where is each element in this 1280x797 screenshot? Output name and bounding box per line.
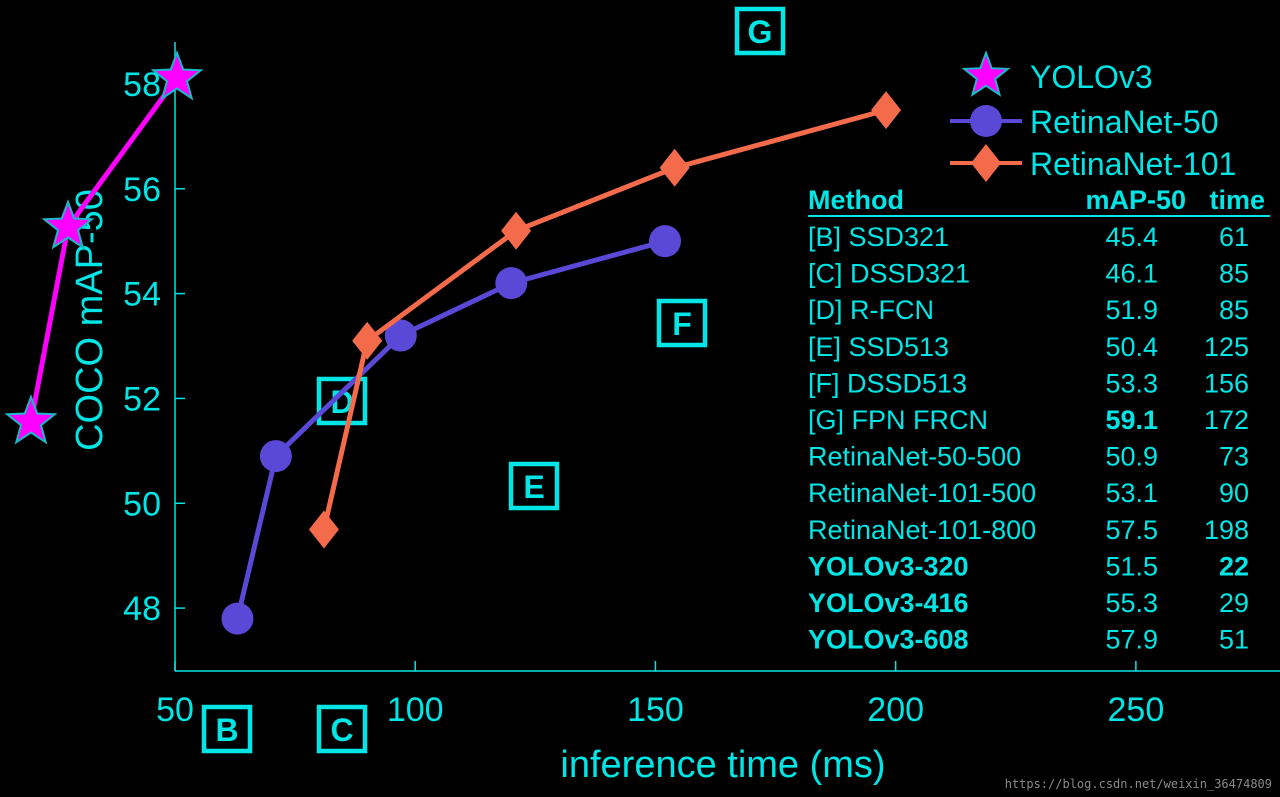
legend-marker-yolov3 — [961, 50, 1011, 97]
method-box-label-b: B — [215, 712, 238, 748]
table-cell-map: 57.5 — [1105, 515, 1158, 545]
table-cell-method: [C] DSSD321 — [808, 259, 970, 289]
data-point-retinanet-101 — [659, 148, 690, 187]
table-cell-map: 53.1 — [1105, 478, 1158, 508]
y-tick-label: 52 — [123, 380, 161, 418]
table-cell-method: YOLOv3-416 — [808, 588, 969, 618]
table-cell-time: 85 — [1219, 295, 1249, 325]
table-cell-map: 50.4 — [1105, 332, 1158, 362]
table-cell-map: 46.1 — [1105, 259, 1158, 289]
legend-marker-retinanet-101 — [971, 144, 1001, 182]
data-point-retinanet-101 — [501, 211, 532, 250]
table-cell-time: 172 — [1204, 405, 1249, 435]
table-cell-time: 73 — [1219, 442, 1249, 472]
data-point-yolov3 — [4, 394, 58, 445]
method-box-f — [656, 298, 708, 348]
method-box-c — [316, 704, 368, 754]
table-cell-map: 55.3 — [1105, 588, 1158, 618]
table-cell-map: 57.9 — [1105, 625, 1158, 655]
table-cell-method: [F] DSSD513 — [808, 368, 967, 398]
y-tick-label: 48 — [123, 590, 161, 628]
series-line-retinanet-50 — [235, 238, 666, 620]
legend-label-retinanet-50: RetinaNet-50 — [1030, 104, 1219, 140]
table-cell-method: YOLOv3-320 — [808, 551, 969, 581]
table-cell-method: [D] R-FCN — [808, 295, 934, 325]
method-box-b — [201, 704, 253, 754]
table-cell-map: 51.5 — [1105, 551, 1158, 581]
legend-label-yolov3: YOLOv3 — [1030, 59, 1153, 95]
x-axis-label: inference time (ms) — [560, 744, 885, 786]
legend-marker-retinanet-50 — [970, 105, 1002, 137]
x-tick-label: 250 — [1108, 691, 1165, 729]
data-point-retinanet-50 — [649, 225, 682, 258]
data-point-retinanet-50 — [495, 267, 528, 300]
table-cell-method: RetinaNet-101-800 — [808, 515, 1036, 545]
method-box-label-g: G — [748, 14, 773, 50]
method-box-e — [508, 461, 560, 511]
table-cell-map: 51.9 — [1105, 295, 1158, 325]
table-cell-method: YOLOv3-608 — [808, 625, 969, 655]
method-box-label-d: D — [330, 384, 353, 420]
table-cell-time: 156 — [1204, 368, 1249, 398]
y-tick-label: 56 — [123, 171, 161, 209]
table-cell-time: 22 — [1219, 551, 1249, 581]
table-cell-time: 61 — [1219, 222, 1249, 252]
table-header-method: Method — [808, 185, 904, 215]
table-cell-time: 198 — [1204, 515, 1249, 545]
data-point-retinanet-101 — [871, 91, 902, 130]
table-cell-method: RetinaNet-101-500 — [808, 478, 1036, 508]
table-header-time: time — [1209, 185, 1265, 215]
table-cell-method: [E] SSD513 — [808, 332, 949, 362]
data-point-retinanet-101 — [308, 510, 339, 549]
x-tick-label: 150 — [627, 691, 684, 729]
data-point-yolov3 — [150, 50, 204, 101]
data-point-retinanet-50 — [259, 440, 292, 473]
x-tick-label: 100 — [387, 691, 444, 729]
table-cell-method: [G] FPN FRCN — [808, 405, 988, 435]
data-point-retinanet-50 — [384, 319, 417, 352]
table-cell-time: 29 — [1219, 588, 1249, 618]
y-tick-label: 50 — [123, 485, 161, 523]
legend-label-retinanet-101: RetinaNet-101 — [1030, 146, 1236, 182]
table-cell-map: 50.9 — [1105, 442, 1158, 472]
method-box-label-f: F — [672, 306, 692, 342]
series-line-retinanet-101 — [321, 107, 887, 531]
method-box-d — [316, 376, 368, 426]
table-cell-map: 59.1 — [1105, 405, 1158, 435]
table-cell-time: 90 — [1219, 478, 1249, 508]
x-tick-label: 200 — [867, 691, 924, 729]
method-box-label-c: C — [330, 712, 353, 748]
x-tick-label: 50 — [156, 691, 194, 729]
data-point-retinanet-50 — [221, 602, 254, 635]
table-cell-time: 125 — [1204, 332, 1249, 362]
table-cell-method: RetinaNet-50-500 — [808, 442, 1021, 472]
y-tick-label: 54 — [123, 276, 161, 314]
method-box-g — [734, 6, 786, 56]
watermark: https://blog.csdn.net/weixin_36474809 — [1004, 777, 1272, 791]
table-cell-method: [B] SSD321 — [808, 222, 949, 252]
table-cell-map: 45.4 — [1105, 222, 1158, 252]
method-box-label-e: E — [523, 469, 544, 505]
table-header-map: mAP-50 — [1085, 185, 1186, 215]
table-cell-map: 53.3 — [1105, 368, 1158, 398]
data-point-retinanet-101 — [352, 321, 383, 360]
table-cell-time: 85 — [1219, 259, 1249, 289]
data-point-yolov3 — [41, 199, 95, 250]
table-cell-time: 51 — [1219, 625, 1249, 655]
